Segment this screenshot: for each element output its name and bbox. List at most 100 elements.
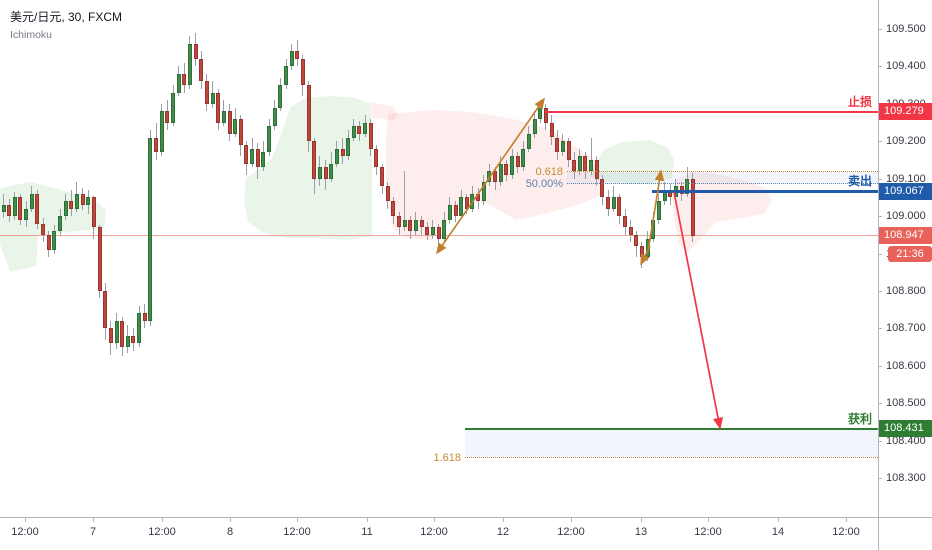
candle-body xyxy=(334,148,339,164)
symbol-title[interactable]: 美元/日元, 30, FXCM xyxy=(10,10,123,24)
candle-body xyxy=(656,201,661,220)
time-tick-label: 7 xyxy=(89,526,97,538)
price-tick-label: 109.100 xyxy=(886,172,926,185)
projection-down-arrow[interactable] xyxy=(673,191,724,430)
candle-body xyxy=(35,193,40,224)
candle-body xyxy=(623,216,627,228)
candle-body xyxy=(233,118,238,134)
candle-body xyxy=(628,227,633,235)
candle-body xyxy=(91,197,96,228)
candle-body xyxy=(577,156,582,172)
candle-body xyxy=(148,137,153,321)
time-tick-label: 12:00 xyxy=(832,526,860,538)
time-tick-dash xyxy=(297,518,298,522)
stop-loss-label[interactable]: 止损 xyxy=(847,94,872,109)
sell-price-tag[interactable]: 109.067 xyxy=(879,182,932,200)
candle-body xyxy=(108,328,113,344)
time-axis-border xyxy=(0,517,932,518)
price-tick-label: 108.700 xyxy=(886,322,926,335)
price-tick-dash xyxy=(878,440,882,442)
candle-body xyxy=(351,126,356,138)
trend-up-arrow[interactable] xyxy=(436,97,545,255)
chart-legend[interactable]: 美元/日元, 30, FXCM Ichimoku xyxy=(10,8,122,41)
take-profit-label[interactable]: 获利 xyxy=(847,411,872,426)
time-tick-dash xyxy=(25,518,26,522)
candle-body xyxy=(594,159,599,179)
current-price-tag[interactable]: 108.947 xyxy=(879,227,932,245)
price-axis-border xyxy=(878,0,879,550)
candle-body xyxy=(425,227,430,235)
candle-body xyxy=(255,148,260,168)
candle-body xyxy=(165,111,170,123)
candle-body xyxy=(69,201,74,209)
price-tick-dash xyxy=(878,478,882,479)
candle-body xyxy=(176,73,181,93)
candle-body xyxy=(555,137,560,153)
candle-body xyxy=(46,234,51,250)
chart-canvas[interactable]: 0.618 50.00% 1.618 止损 卖出 获利 xyxy=(0,0,878,517)
candle-body xyxy=(289,51,294,67)
candle-body xyxy=(363,122,368,134)
time-tick-dash xyxy=(846,518,847,522)
time-tick-label: 11 xyxy=(361,526,373,538)
fib-level-line[interactable] xyxy=(465,457,878,459)
candle-body xyxy=(199,58,204,82)
time-tick-dash xyxy=(641,518,642,522)
candle-body xyxy=(380,167,385,187)
time-tick-label: 12:00 xyxy=(420,526,448,538)
candle-body xyxy=(193,43,198,59)
time-tick-dash xyxy=(93,518,94,522)
time-tick-dash xyxy=(503,518,504,522)
drawing-arrow-layer[interactable] xyxy=(0,0,878,517)
candle-body xyxy=(368,122,373,149)
fib-level-label: 1.618 xyxy=(433,452,461,465)
price-tick-label: 109.500 xyxy=(886,23,926,35)
candle-body xyxy=(187,43,192,86)
candle-body xyxy=(323,167,328,179)
take-profit-price-tag[interactable]: 108.431 xyxy=(879,420,932,438)
stop-loss-line[interactable] xyxy=(545,110,878,113)
candle-body xyxy=(250,148,255,164)
price-tick-dash xyxy=(878,29,882,30)
candle-body xyxy=(142,313,147,321)
price-tick-label: 108.400 xyxy=(886,434,926,447)
candle-body xyxy=(120,320,125,348)
price-tick-dash xyxy=(878,141,882,143)
time-tick-dash xyxy=(367,518,368,522)
candle-body xyxy=(58,216,62,232)
candle-body xyxy=(7,204,12,217)
candle-body xyxy=(419,219,424,228)
price-tick-label: 109.000 xyxy=(886,210,926,223)
fib-zone-fill xyxy=(567,171,878,184)
candle-body xyxy=(159,111,164,153)
price-tick-label: 108.500 xyxy=(886,397,926,410)
candle-body xyxy=(430,227,435,235)
take-profit-line[interactable] xyxy=(465,427,878,430)
candle-body xyxy=(137,313,142,344)
stop-loss-price-tag[interactable]: 109.279 xyxy=(879,103,932,121)
candle-body xyxy=(1,204,6,213)
time-tick-dash xyxy=(230,518,231,522)
candle-wick xyxy=(404,171,406,232)
candle-body xyxy=(154,137,159,153)
time-tick-label: 8 xyxy=(226,526,234,538)
candle-body xyxy=(182,73,187,86)
candle-body xyxy=(560,141,565,153)
sell-label[interactable]: 卖出 xyxy=(847,174,872,188)
sell-line[interactable] xyxy=(652,189,878,193)
fib-level-line[interactable] xyxy=(567,182,878,184)
price-tick-label: 109.400 xyxy=(886,60,926,73)
indicator-label[interactable]: Ichimoku xyxy=(10,29,53,41)
candle-body xyxy=(295,51,300,59)
time-tick-dash xyxy=(778,518,779,522)
price-tick-label: 108.600 xyxy=(886,359,926,372)
candle-body xyxy=(210,92,215,104)
price-tick-label: 108.800 xyxy=(886,284,926,297)
candle-body xyxy=(216,92,221,123)
time-tick-label: 12:00 xyxy=(11,526,39,538)
price-tick-dash xyxy=(878,403,882,405)
fib-zone-fill xyxy=(465,428,878,459)
fib-level-line[interactable] xyxy=(567,170,878,172)
candle-body xyxy=(583,156,588,172)
bounce-up-arrow[interactable] xyxy=(647,169,665,253)
